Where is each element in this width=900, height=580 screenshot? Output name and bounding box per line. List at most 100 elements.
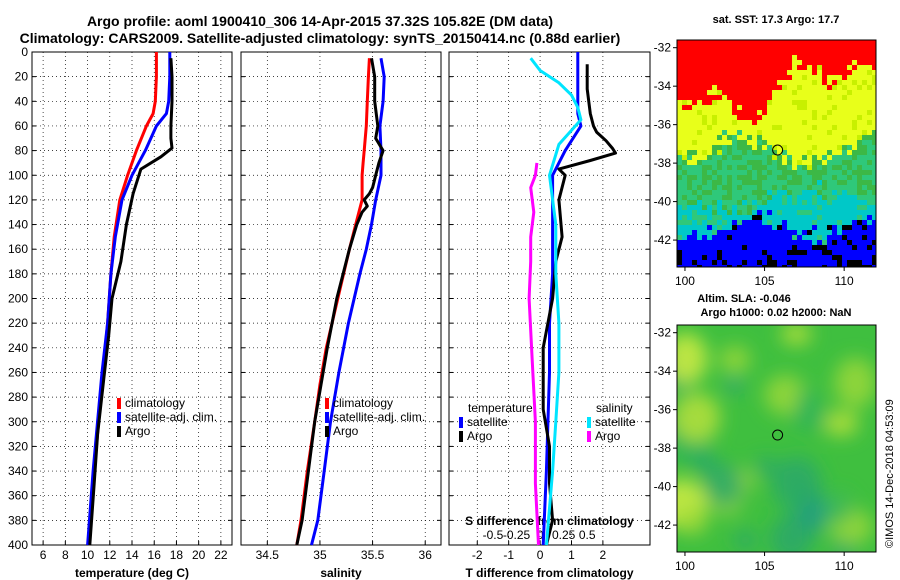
sst-cell [872,80,876,85]
sst-cell [862,165,867,170]
sst-cell [772,95,777,100]
sst-cell [762,45,767,50]
sst-cell [777,100,782,105]
sst-cell [817,55,822,60]
sst-cell [707,165,712,170]
sst-cell [777,210,782,215]
sst-cell [822,100,827,105]
sst-cell [687,180,692,185]
sst-cell [722,60,727,65]
sst-cell [797,145,802,150]
sst-cell [857,110,862,115]
sst-cell [677,165,682,170]
sst-cell [752,200,757,205]
sst-cell [707,245,712,250]
sst-cell [812,55,817,60]
sst-cell [807,235,812,240]
sst-cell [737,180,742,185]
sst-cell [777,80,782,85]
sst-cell [757,215,762,220]
sst-cell [677,260,682,265]
sst-cell [692,205,697,210]
sst-cell [772,225,777,230]
sst-cell [807,170,812,175]
sst-cell [787,240,792,245]
sst-cell [782,205,787,210]
sst-cell [742,65,747,70]
sst-cell [757,225,762,230]
sst-cell [727,75,732,80]
sst-cell [802,115,807,120]
sst-cell [847,195,852,200]
sst-cell [842,195,847,200]
sst-cell [757,140,762,145]
sst-cell [832,260,837,265]
sst-cell [867,105,872,110]
sst-cell [677,190,682,195]
sst-cell [677,210,682,215]
sst-cell [857,60,862,65]
sst-cell [812,135,817,140]
sst-cell [842,90,847,95]
sst-cell [827,70,832,75]
sst-cell [862,95,867,100]
sst-cell [862,75,867,80]
sst-cell [732,45,737,50]
sst-cell [837,140,842,145]
sst-cell [782,155,787,160]
sst-cell [777,95,782,100]
sst-cell [857,180,862,185]
sst-cell [802,65,807,70]
sst-cell [837,190,842,195]
sst-cell [842,100,847,105]
sst-cell [857,105,862,110]
sst-cell [747,210,752,215]
sst-cell [812,155,817,160]
sst-cell [867,200,872,205]
sst-cell [792,90,797,95]
sst-cell [852,205,857,210]
sst-cell [792,55,797,60]
series-line-argo [295,57,385,546]
sst-cell [727,190,732,195]
sst-cell [812,160,817,165]
sst-cell [752,50,757,55]
sst-cell [742,50,747,55]
sst-cell [817,165,822,170]
sst-cell [802,125,807,130]
sst-cell [797,155,802,160]
x-tick-label: 10 [81,548,95,562]
sst-cell [822,215,827,220]
sst-cell [862,205,867,210]
sst-cell [702,90,707,95]
sst-cell [777,125,782,130]
sst-cell [727,45,732,50]
sst-cell [732,170,737,175]
sst-cell [792,235,797,240]
sst-cell [872,140,876,145]
sst-cell [862,170,867,175]
sst-cell [837,80,842,85]
sst-cell [717,110,722,115]
sst-cell [862,245,867,250]
sst-cell [782,180,787,185]
sst-cell [872,180,876,185]
sst-cell [747,95,752,100]
sst-cell [762,160,767,165]
sst-cell [787,250,792,255]
sst-cell [732,165,737,170]
sst-cell [857,125,862,130]
sst-cell [832,175,837,180]
sst-cell [762,245,767,250]
sst-cell [702,85,707,90]
sst-cell [837,255,842,260]
sst-cell [677,175,682,180]
depth-tick-label: 320 [8,439,28,453]
sst-cell [732,265,737,267]
sst-cell [822,250,827,255]
sst-cell [762,70,767,75]
sst-cell [752,180,757,185]
sst-cell [702,130,707,135]
sst-cell [872,255,876,260]
series-line-s-argo [527,162,540,546]
